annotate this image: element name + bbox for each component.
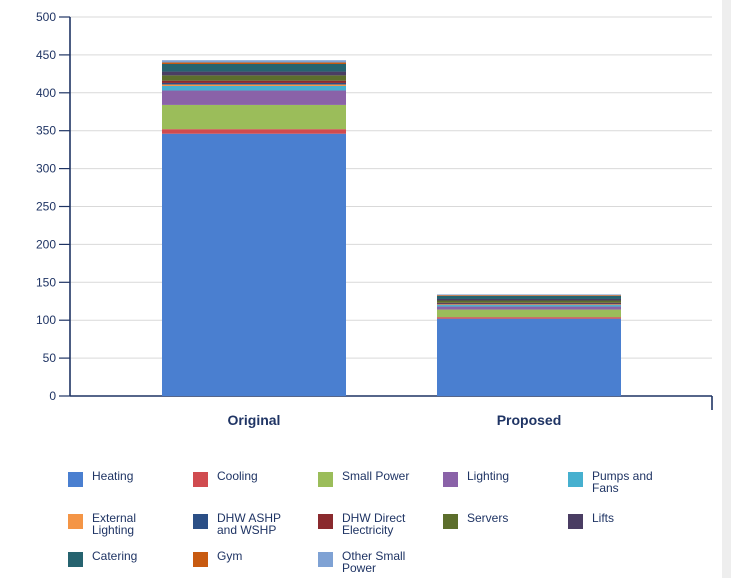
bar-segment: [437, 304, 621, 306]
bar-segment: [437, 317, 621, 319]
legend-item: Other Small Power: [318, 550, 432, 574]
y-tick-label: 50: [43, 351, 57, 365]
legend-swatch: [68, 472, 83, 487]
bar-segment: [437, 298, 621, 301]
legend-label: Servers: [467, 511, 509, 525]
legend-item: Small Power: [318, 470, 432, 487]
legend-item: Pumps and Fans: [568, 470, 682, 494]
bar-segment: [437, 305, 621, 307]
legend-label: Other Small Power: [342, 549, 406, 575]
legend-label: DHW Direct Electricity: [342, 511, 406, 537]
legend-swatch: [318, 514, 333, 529]
bar-segment: [437, 294, 621, 296]
bar-segment: [162, 71, 346, 76]
legend-swatch: [568, 514, 583, 529]
legend-item: Gym: [193, 550, 307, 567]
bar-segment: [437, 318, 621, 396]
x-tick-label: Original: [228, 412, 281, 428]
y-tick-label: 150: [36, 275, 56, 289]
legend-label: DHW ASHP and WSHP: [217, 511, 282, 537]
legend-item: Heating: [68, 470, 182, 487]
legend-swatch: [318, 472, 333, 487]
bar-segment: [162, 133, 346, 396]
bar-segment: [162, 75, 346, 81]
y-tick-label: 0: [49, 389, 56, 403]
bar-segment: [437, 309, 621, 318]
y-tick-label: 250: [36, 200, 56, 214]
y-tick-label: 350: [36, 124, 56, 138]
legend-swatch: [193, 472, 208, 487]
bar-segment: [162, 63, 346, 72]
legend-swatch: [443, 514, 458, 529]
legend-item: Cooling: [193, 470, 307, 487]
bar-segment: [162, 80, 346, 83]
legend-label: Gym: [217, 549, 243, 563]
legend-item: DHW Direct Electricity: [318, 512, 432, 536]
legend-label: Catering: [92, 549, 138, 563]
bar-segment: [437, 303, 621, 305]
bar-segment: [437, 295, 621, 296]
bar-segment: [437, 295, 621, 299]
legend-label: Lighting: [467, 469, 510, 483]
scroll-strip: [722, 0, 731, 578]
bar-segment: [437, 302, 621, 304]
legend-item: Servers: [443, 512, 557, 529]
bar-segment: [162, 129, 346, 134]
legend-swatch: [568, 472, 583, 487]
bar-segment: [162, 84, 346, 86]
bar-segment: [437, 300, 621, 303]
bar-segment: [162, 62, 346, 64]
legend-item: Catering: [68, 550, 182, 567]
y-tick-label: 400: [36, 86, 56, 100]
legend-label: External Lighting: [92, 511, 137, 537]
y-tick-label: 200: [36, 237, 56, 251]
legend-item: DHW ASHP and WSHP: [193, 512, 307, 536]
bar-segment: [162, 85, 346, 91]
legend-label: Lifts: [592, 511, 615, 525]
legend-swatch: [193, 514, 208, 529]
legend-item: Lighting: [443, 470, 557, 487]
legend-swatch: [443, 472, 458, 487]
y-tick-label: 100: [36, 313, 56, 327]
bar-segment: [162, 60, 346, 63]
y-tick-label: 300: [36, 162, 56, 176]
legend-swatch: [68, 514, 83, 529]
legend-label: Small Power: [342, 469, 410, 483]
bar-segment: [162, 82, 346, 85]
legend-item: Lifts: [568, 512, 682, 529]
legend-swatch: [193, 552, 208, 567]
legend-swatch: [318, 552, 333, 567]
bar-segment: [162, 104, 346, 130]
bar-segment: [437, 306, 621, 310]
legend-label: Cooling: [217, 469, 258, 483]
legend-item: External Lighting: [68, 512, 182, 536]
bar-segment: [162, 90, 346, 105]
legend-swatch: [68, 552, 83, 567]
y-tick-label: 500: [36, 10, 56, 24]
legend-label: Pumps and Fans: [592, 469, 653, 495]
legend-label: Heating: [92, 469, 134, 483]
y-tick-label: 450: [36, 48, 56, 62]
x-tick-label: Proposed: [497, 412, 562, 428]
